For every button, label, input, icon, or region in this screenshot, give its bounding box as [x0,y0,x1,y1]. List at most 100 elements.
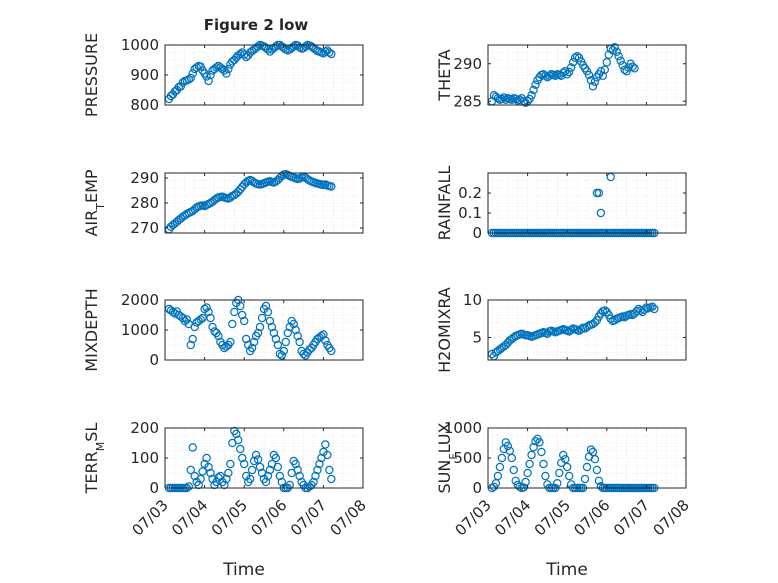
data-point [315,459,324,469]
data-point [224,64,233,74]
data-point [206,468,215,478]
data-point [238,310,247,320]
data-point [222,69,231,78]
data-point [564,471,574,481]
data-point [584,70,594,80]
data-point [204,307,213,317]
data-point [325,465,334,475]
y-axis-label: H2OMIXRA [435,287,454,373]
y-tick-label: 100 [130,449,159,467]
data-point [527,450,536,460]
data-point [249,456,259,466]
data-point [273,340,283,350]
data-point [214,331,223,341]
data-point [301,42,310,51]
data-point [186,73,195,83]
data-point [566,325,576,335]
data-point [293,331,302,341]
data-point [196,62,205,71]
data-point [269,328,279,338]
y-tick-label: 900 [130,66,159,84]
data-point [239,459,249,469]
data-point [499,93,509,102]
data-point [263,307,273,317]
y-axis-label: PRESSURE [82,33,101,117]
data-point [311,471,320,481]
data-point [251,450,261,460]
data-point [561,455,570,464]
data-point [598,71,608,80]
subplot-mixdepth: 0 1000 2000 MIXDEPTH [82,288,364,372]
data-point [190,322,199,332]
data-point [291,325,300,335]
data-point [182,315,191,324]
data-point [204,462,213,472]
data-point [555,468,564,478]
data-point [293,465,302,475]
data-point [323,450,332,460]
data-point [590,77,600,86]
data-point [648,302,657,311]
data-point [188,334,197,344]
y-tick-label: 2000 [121,291,159,309]
data-point [239,50,249,59]
data-point [596,482,606,491]
data-point [630,64,639,73]
data-point [271,42,281,51]
data-point [602,58,612,67]
data-point [596,67,606,76]
data-point [247,465,257,475]
data-point [592,465,602,475]
y-tick-label: 500 [453,449,482,467]
data-point [208,322,217,332]
data-point [188,69,197,78]
data-point [295,43,304,52]
data-point [222,474,231,484]
data-point [325,48,334,57]
data-point [289,319,298,329]
y-tick-label: 0.2 [458,184,482,202]
data-point [327,49,336,59]
data-point [531,437,540,446]
data-point [545,71,554,80]
data-point [614,52,623,61]
data-point [206,70,215,80]
data-point [507,95,516,104]
data-point [503,441,512,451]
data-point [196,474,205,484]
data-point [632,307,641,316]
y-tick-label: 5 [472,329,482,347]
data-point [493,94,503,103]
data-point [507,453,516,463]
data-point [525,459,534,469]
data-point [176,82,186,91]
data-point [610,43,619,52]
data-point [253,328,263,338]
data-point [515,482,524,491]
y-tick-label: 290 [130,169,159,187]
data-point [261,301,271,311]
data-point [580,474,590,484]
data-point [184,75,193,84]
data-point [184,482,193,491]
y-axis-label: AIRTEMP [82,169,107,236]
data-point [529,443,538,452]
data-point [295,337,304,347]
data-point [594,476,604,485]
data-point [553,479,562,488]
data-point [586,445,596,454]
subplot-air-temp: 270 280 290 AIRTEMP [82,169,364,237]
data-point [204,76,213,86]
data-point [273,462,283,472]
data-point [202,72,211,81]
data-point [289,42,298,51]
data-point [616,56,625,65]
data-point [559,450,568,460]
data-point [277,351,287,360]
data-point [568,58,578,67]
data-point [257,313,267,323]
y-tick-label: 200 [130,419,159,437]
y-axis-label: TERRMSL [82,423,107,495]
